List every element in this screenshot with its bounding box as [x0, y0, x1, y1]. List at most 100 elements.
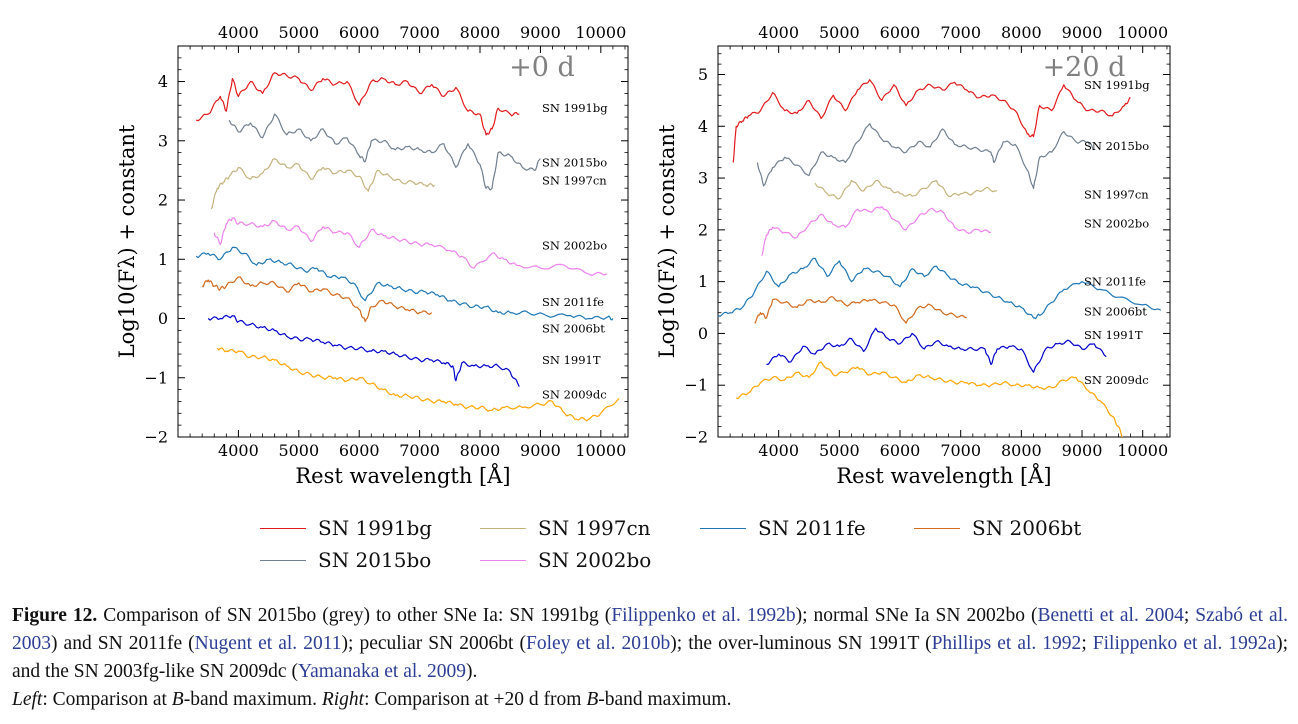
x-tick-label: 9000: [520, 441, 561, 460]
caption-band: B: [586, 689, 599, 710]
caption-band: B: [171, 689, 184, 710]
y-tick-label: 2: [158, 191, 168, 210]
plot-frame-right: [717, 45, 1171, 438]
x-tick-label-top: 5000: [278, 23, 319, 42]
x-tick-label: 5000: [819, 441, 860, 460]
x-tick-label-top: 6000: [880, 23, 921, 42]
caption-text: ;: [1183, 605, 1196, 626]
y-tick-label: 2: [698, 220, 708, 239]
legend-item-sn2006bt: SN 2006bt: [914, 516, 1081, 540]
y-tick-label: 4: [698, 117, 708, 136]
caption-text: -band maximum.: [183, 689, 322, 710]
legend-item-sn2002bo: SN 2002bo: [480, 548, 651, 572]
spectrum-line-sn-2006bt: [754, 296, 967, 324]
y-tick-label: −2: [684, 428, 708, 447]
caption-text: -band maximum.: [598, 689, 732, 710]
x-tick-label-top: 6000: [339, 23, 380, 42]
figure-panels: 4000 4000 5000 5000 6000 6000 7000 7000 8000 8000…: [115, 23, 1171, 488]
spectrum-line-sn-1991bg: [732, 79, 1131, 163]
caption-text: : Comparison at +20 d from: [364, 689, 587, 710]
x-tick-label: 5000: [278, 441, 319, 460]
y-tick-label: 3: [158, 131, 168, 150]
spectrum-line-sn-1991t: [207, 314, 520, 387]
caption-text: : Comparison at: [42, 689, 172, 710]
legend-swatch: [480, 527, 526, 529]
citation-link[interactable]: Filippenko et al. 1992a: [1092, 633, 1277, 654]
x-tick-label-top: 4000: [218, 23, 259, 42]
spectrum-line-sn-1991t: [766, 327, 1107, 373]
x-axis-label: Rest wavelength [Å]: [295, 463, 510, 488]
figure-label: Figure 12.: [12, 605, 98, 626]
series-label: SN 1997cn: [1084, 188, 1149, 202]
citation-link[interactable]: Filippenko et al. 1992b: [611, 605, 796, 626]
citation-link[interactable]: Nugent et al. 2011: [194, 633, 342, 654]
legend-item-sn2011fe: SN 2011fe: [700, 516, 866, 540]
citation-link[interactable]: Phillips et al. 1992: [931, 633, 1082, 654]
series-label: SN 1991T: [542, 353, 601, 367]
legend-item-sn1997cn: SN 1997cn: [480, 516, 651, 540]
caption-text: ); the over-luminous SN 1991T (: [670, 633, 932, 654]
legend-swatch: [260, 527, 306, 529]
series-label: SN 2009dc: [1084, 373, 1149, 387]
series-label: SN 2015bo: [1084, 139, 1149, 153]
x-tick-label: 8000: [460, 441, 501, 460]
x-tick-label-top: 8000: [460, 23, 501, 42]
spectrum-line-sn-1991bg: [195, 72, 520, 136]
citation-link[interactable]: Benetti et al. 2004: [1037, 605, 1184, 626]
series-label: SN 1991T: [1084, 328, 1143, 342]
series-label: SN 2006bt: [542, 322, 605, 336]
epoch-annotation: +20 d: [1043, 52, 1126, 83]
spectrum-line-sn-2002bo: [761, 205, 992, 256]
x-tick-label-top: 4000: [758, 23, 799, 42]
spectrum-line-sn-1997cn: [210, 158, 436, 210]
spectrum-line-sn-2011fe: [195, 246, 614, 321]
series-label: SN 2002bo: [542, 239, 607, 253]
x-tick-label: 4000: [758, 441, 799, 460]
y-tick-label: 4: [158, 72, 168, 91]
x-tick-label-top: 10000: [575, 23, 626, 42]
legend-label: SN 1997cn: [538, 516, 651, 540]
series-label: SN 2006bt: [1084, 305, 1147, 319]
series-label: SN 2015bo: [542, 156, 607, 170]
y-tick-label: 1: [158, 250, 168, 269]
chart-legend: SN 1991bg SN 2015bo SN 1997cn SN 2002bo …: [250, 516, 1150, 576]
series-label: SN 1991bg: [1084, 78, 1150, 92]
figure-caption: Figure 12. Comparison of SN 2015bo (grey…: [12, 602, 1288, 714]
x-tick-label: 6000: [339, 441, 380, 460]
caption-text: ).: [466, 661, 478, 682]
y-tick-label: −2: [144, 428, 168, 447]
legend-swatch: [480, 559, 526, 561]
epoch-annotation: +0 d: [509, 52, 575, 83]
citation-link[interactable]: Foley et al. 2010b: [525, 633, 671, 654]
x-tick-label: 10000: [1117, 441, 1168, 460]
y-tick-label: −1: [144, 368, 168, 387]
caption-text: ); peculiar SN 2006bt (: [341, 633, 526, 654]
x-tick-label: 8000: [1001, 441, 1042, 460]
series-label: SN 2011fe: [542, 295, 604, 309]
y-tick-label: 0: [158, 309, 168, 328]
y-tick-label: 1: [698, 272, 708, 291]
x-tick-label: 4000: [218, 441, 259, 460]
citation-link[interactable]: Yamanaka et al. 2009: [297, 661, 467, 682]
spectrum-line-sn-2015bo: [228, 113, 541, 191]
x-tick-label-top: 7000: [399, 23, 440, 42]
x-tick-label: 9000: [1062, 441, 1103, 460]
legend-swatch: [700, 527, 746, 529]
legend-item-sn2015bo: SN 2015bo: [260, 548, 431, 572]
spectrum-line-sn-2006bt: [201, 276, 433, 323]
x-tick-label: 10000: [575, 441, 626, 460]
x-tick-label-top: 10000: [1117, 23, 1168, 42]
series-label: SN 2009dc: [542, 387, 607, 401]
y-tick-label: 5: [698, 65, 708, 84]
caption-text: ;: [1081, 633, 1093, 654]
spectrum-line-sn-2009dc: [736, 361, 1123, 437]
spectrum-line-sn-2015bo: [756, 123, 1095, 189]
series-label: SN 2002bo: [1084, 217, 1149, 231]
y-tick-label: 0: [698, 324, 708, 343]
citation-link[interactable]: Szabó et al. 2003: [12, 605, 1288, 654]
spectrum-line-sn-1997cn: [814, 179, 998, 200]
spectrum-line-sn-2009dc: [216, 347, 620, 422]
x-axis-label: Rest wavelength [Å]: [836, 463, 1051, 488]
legend-label: SN 2006bt: [972, 516, 1082, 540]
spectrum-line-sn-2002bo: [213, 217, 608, 277]
